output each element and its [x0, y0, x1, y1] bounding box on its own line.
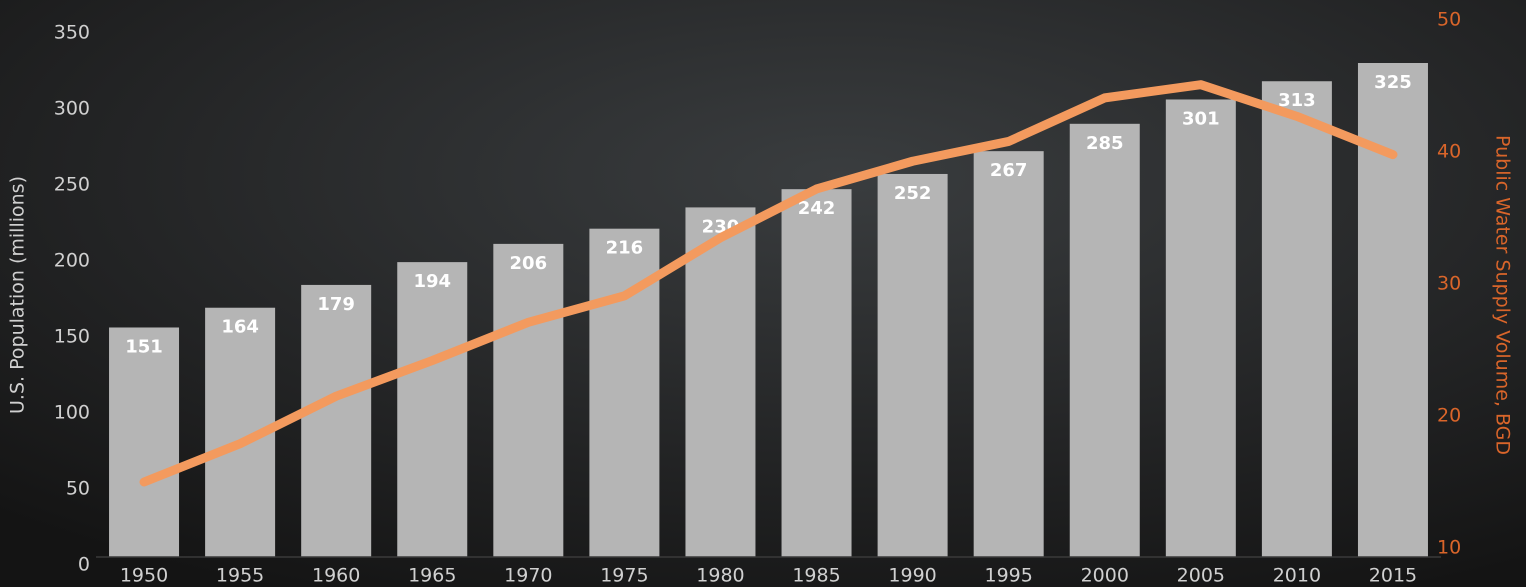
y-tick-label: 50: [66, 478, 90, 500]
y-tick-label: 250: [54, 174, 90, 196]
value-label: 206: [510, 253, 548, 274]
x-tick-label: 1990: [888, 565, 936, 587]
bar: [109, 327, 180, 557]
value-label: 151: [125, 336, 163, 357]
value-label: 194: [413, 271, 451, 292]
y-tick-label: 0: [78, 554, 90, 576]
bar: [685, 207, 756, 557]
y2-tick-label: 10: [1437, 537, 1461, 559]
bar: [1165, 99, 1236, 557]
y-tick-label: 150: [54, 326, 90, 348]
x-tick-label: 1995: [984, 565, 1032, 587]
value-label: 301: [1182, 108, 1220, 129]
x-tick-label: 1970: [504, 565, 552, 587]
bar: [493, 243, 564, 557]
x-tick-label: 2015: [1369, 565, 1417, 587]
y-tick-label: 100: [54, 402, 90, 424]
value-label: 252: [894, 183, 932, 204]
bar: [781, 189, 852, 557]
bar: [1069, 123, 1140, 558]
y-tick-label: 300: [54, 98, 90, 120]
value-label: 313: [1278, 90, 1316, 111]
x-tick-label: 1985: [792, 565, 840, 587]
y2-axis-label: Public Water Supply Volume, BGD: [1492, 135, 1514, 455]
value-label: 216: [606, 238, 644, 259]
x-tick-label: 2000: [1081, 565, 1129, 587]
bar: [973, 151, 1044, 557]
value-label: 164: [221, 317, 259, 338]
value-label: 285: [1086, 133, 1124, 154]
x-tick-label: 1980: [696, 565, 744, 587]
x-tick-label: 1950: [120, 565, 168, 587]
x-tick-label: 1975: [600, 565, 648, 587]
x-tick-label: 1960: [312, 565, 360, 587]
y-axis-label: U.S. Population (millions): [7, 176, 29, 414]
value-label: 242: [798, 198, 836, 219]
x-tick-label: 1955: [216, 565, 264, 587]
line: [139, 80, 1398, 487]
x-tick-label: 1965: [408, 565, 456, 587]
bar: [397, 262, 468, 557]
x-tick-label: 2005: [1177, 565, 1225, 587]
y-tick-label: 200: [54, 250, 90, 272]
y2-tick-label: 20: [1437, 405, 1461, 427]
value-label: 179: [317, 294, 355, 315]
y2-tick-label: 50: [1437, 9, 1461, 31]
value-label: 267: [990, 160, 1028, 181]
value-label: 325: [1374, 72, 1412, 93]
y2-tick-label: 40: [1437, 141, 1461, 163]
bar: [1261, 81, 1332, 558]
y2-tick-label: 30: [1437, 273, 1461, 295]
bar: [877, 173, 948, 557]
y-tick-label: 350: [54, 22, 90, 44]
bar: [301, 284, 372, 557]
bar: [1357, 63, 1428, 557]
x-tick-label: 2010: [1273, 565, 1321, 587]
